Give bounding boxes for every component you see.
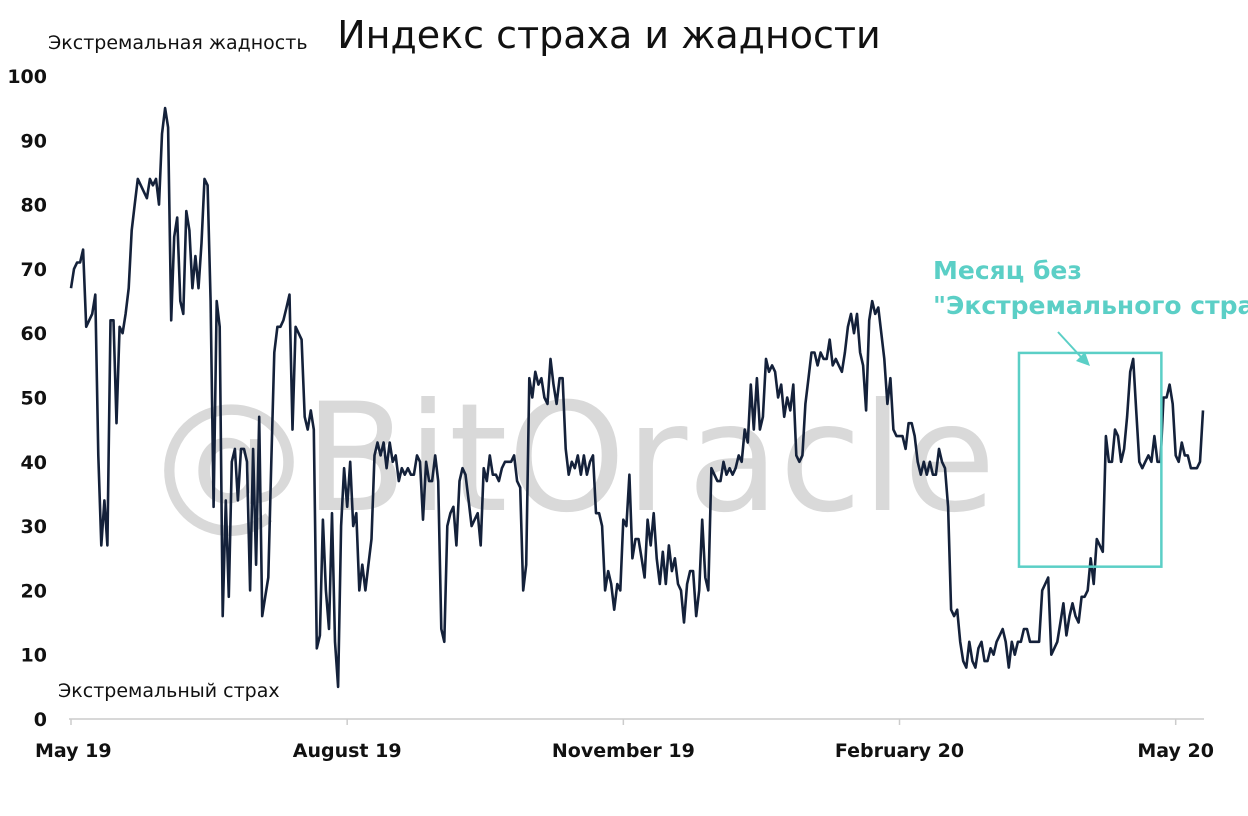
x-tick-label: November 19 (552, 740, 695, 762)
y-tick-label: 80 (21, 195, 47, 217)
annotation-line-2: "Экстремального страха" (933, 291, 1248, 320)
y-tick-label: 100 (7, 66, 47, 88)
annotation-line-1: Месяц без (933, 256, 1082, 285)
y-tick-label: 90 (21, 130, 47, 152)
y-tick-label: 10 (21, 645, 47, 667)
y-tick-label: 0 (34, 709, 47, 731)
x-tick-label: February 20 (835, 740, 964, 762)
y-tick-label: 30 (21, 516, 47, 538)
chart-title: Индекс страха и жадности (337, 13, 881, 57)
x-tick-label: May 19 (35, 740, 112, 762)
y-axis-ticks: 0 10 20 30 40 50 60 70 80 90 100 (7, 66, 47, 731)
fear-greed-index-line (69, 106, 1205, 689)
y-tick-label: 60 (21, 323, 47, 345)
y-tick-label: 70 (21, 259, 47, 281)
y-tick-label: 50 (21, 388, 47, 410)
annotation-arrow-head (1076, 352, 1090, 366)
extreme-greed-label: Экстремальная жадность (48, 32, 308, 54)
highlight-box (1017, 351, 1163, 568)
watermark: @BitOracle (154, 372, 995, 546)
y-tick-label: 40 (21, 452, 47, 474)
extreme-fear-label: Экстремальный страх (58, 680, 280, 702)
y-tick-label: 20 (21, 580, 47, 602)
annotation-arrow (1057, 331, 1082, 358)
x-tick-label: May 20 (1137, 740, 1214, 762)
x-axis-ticks: May 19 August 19 November 19 February 20 May… (35, 719, 1214, 762)
x-tick-label: August 19 (293, 740, 402, 762)
